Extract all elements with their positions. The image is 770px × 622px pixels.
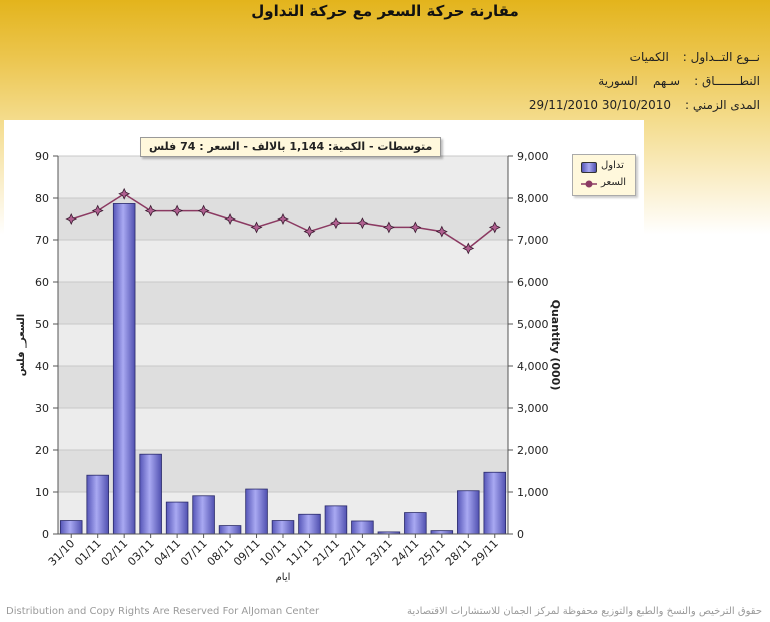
price-point bbox=[144, 204, 157, 217]
price-point bbox=[382, 221, 395, 234]
bar bbox=[298, 513, 321, 535]
x-tick-label: 22/11 bbox=[337, 537, 369, 569]
legend-item-volume: تداول bbox=[579, 158, 635, 174]
x-tick-label: 23/11 bbox=[363, 537, 395, 569]
price-point bbox=[91, 204, 104, 217]
x-tick-label: 10/11 bbox=[258, 537, 290, 569]
price-point bbox=[303, 225, 316, 238]
page-title: مقارنة حركة السعر مع حركة التداول bbox=[251, 2, 519, 20]
bar bbox=[324, 505, 348, 535]
price-point bbox=[250, 221, 263, 234]
price-point bbox=[65, 213, 78, 225]
grid-band bbox=[58, 156, 508, 198]
x-tick-label: 29/11 bbox=[469, 537, 501, 569]
price-point bbox=[118, 187, 131, 200]
bar bbox=[139, 453, 162, 535]
info-label: المدى الزمني : bbox=[685, 98, 760, 112]
right-tick-label: 1,000 bbox=[517, 486, 549, 499]
legend-item-price: السعر bbox=[579, 175, 635, 191]
bar bbox=[112, 203, 136, 535]
left-tick-label: 20 bbox=[35, 444, 49, 457]
x-tick-label: 01/11 bbox=[72, 537, 104, 569]
right-tick-label: 9,000 bbox=[517, 150, 549, 163]
x-tick-label: 07/11 bbox=[178, 537, 210, 569]
bar bbox=[483, 471, 507, 535]
x-tick-label: 21/11 bbox=[310, 537, 342, 569]
price-point bbox=[462, 242, 475, 255]
right-tick-label: 3,000 bbox=[517, 402, 549, 415]
left-tick-label: 30 bbox=[35, 402, 49, 415]
right-tick-label: 7,000 bbox=[517, 234, 549, 247]
bar bbox=[404, 512, 427, 535]
right-tick-label: 5,000 bbox=[517, 318, 549, 331]
price-point bbox=[435, 225, 448, 238]
left-tick-label: 80 bbox=[35, 192, 49, 205]
left-tick-label: 0 bbox=[42, 528, 49, 541]
bar bbox=[218, 525, 242, 535]
info-value: 29/11/2010 30/10/2010 bbox=[528, 98, 672, 112]
info-row-date-range: المدى الزمني : 29/11/2010 30/10/2010 bbox=[529, 98, 760, 116]
right-axis-label: Quantity (000) bbox=[549, 300, 562, 391]
x-tick-label: 28/11 bbox=[443, 537, 475, 569]
left-tick-label: 70 bbox=[35, 234, 49, 247]
left-tick-label: 10 bbox=[35, 486, 49, 499]
bar bbox=[192, 495, 215, 535]
chart-legend: تداول السعر bbox=[572, 154, 636, 196]
x-tick-label: 04/11 bbox=[152, 537, 184, 569]
price-point bbox=[197, 204, 210, 217]
price-point bbox=[277, 213, 289, 225]
right-tick-label: 4,000 bbox=[517, 360, 549, 373]
left-tick-label: 50 bbox=[35, 318, 49, 331]
info-row-trade-type: نــوع التــداول : الكميات bbox=[630, 50, 760, 68]
x-tick-label: 11/11 bbox=[284, 537, 316, 569]
x-tick-label: 25/11 bbox=[416, 537, 448, 569]
price-point bbox=[356, 217, 369, 230]
left-tick-label: 90 bbox=[35, 150, 49, 163]
x-tick-label: 03/11 bbox=[125, 537, 157, 569]
legend-swatch-bar bbox=[581, 162, 597, 173]
x-tick-label: 02/11 bbox=[99, 537, 131, 569]
right-tick-label: 6,000 bbox=[517, 276, 549, 289]
info-label: النطـــــــاق : bbox=[694, 74, 760, 88]
bar bbox=[245, 488, 268, 535]
right-tick-label: 8,000 bbox=[517, 192, 549, 205]
info-value: الكميات bbox=[629, 50, 669, 64]
bar bbox=[59, 520, 83, 535]
footer-copyright-ar: حقوق الترخيص والنسخ والطبع والتوزيع محفو… bbox=[406, 606, 762, 617]
legend-label: السعر bbox=[601, 177, 627, 188]
bar bbox=[86, 474, 109, 535]
price-point bbox=[488, 221, 501, 234]
info-value: سـهم السورية bbox=[598, 74, 681, 88]
price-point bbox=[171, 204, 184, 217]
info-row-scope: النطـــــــاق : سـهم السورية bbox=[598, 74, 760, 92]
averages-annotation: متوسطات - الكمية: 1,144 بالالف - السعر :… bbox=[140, 137, 442, 157]
legend-swatch-line bbox=[581, 180, 597, 188]
bar bbox=[351, 520, 374, 535]
x-axis-label: ايام bbox=[276, 572, 291, 583]
bar bbox=[271, 520, 295, 535]
x-tick-label: 24/11 bbox=[390, 537, 422, 569]
x-tick-label: 31/10 bbox=[46, 537, 78, 569]
bar bbox=[457, 490, 480, 535]
right-tick-label: 0 bbox=[517, 528, 524, 541]
right-tick-label: 2,000 bbox=[517, 444, 549, 457]
left-tick-label: 40 bbox=[35, 360, 49, 373]
info-label: نــوع التــداول : bbox=[682, 50, 760, 64]
price-point bbox=[330, 217, 342, 230]
footer-copyright-en: Distribution and Copy Rights Are Reserve… bbox=[6, 606, 320, 617]
left-axis-label: السعر_ فلس bbox=[16, 314, 27, 376]
x-tick-label: 08/11 bbox=[205, 537, 237, 569]
price-point bbox=[409, 221, 422, 234]
legend-label: تداول bbox=[601, 160, 624, 171]
left-tick-label: 60 bbox=[35, 276, 49, 289]
bar bbox=[165, 501, 189, 535]
price-point bbox=[224, 213, 236, 225]
bar bbox=[430, 530, 454, 535]
x-tick-label: 09/11 bbox=[231, 537, 263, 569]
